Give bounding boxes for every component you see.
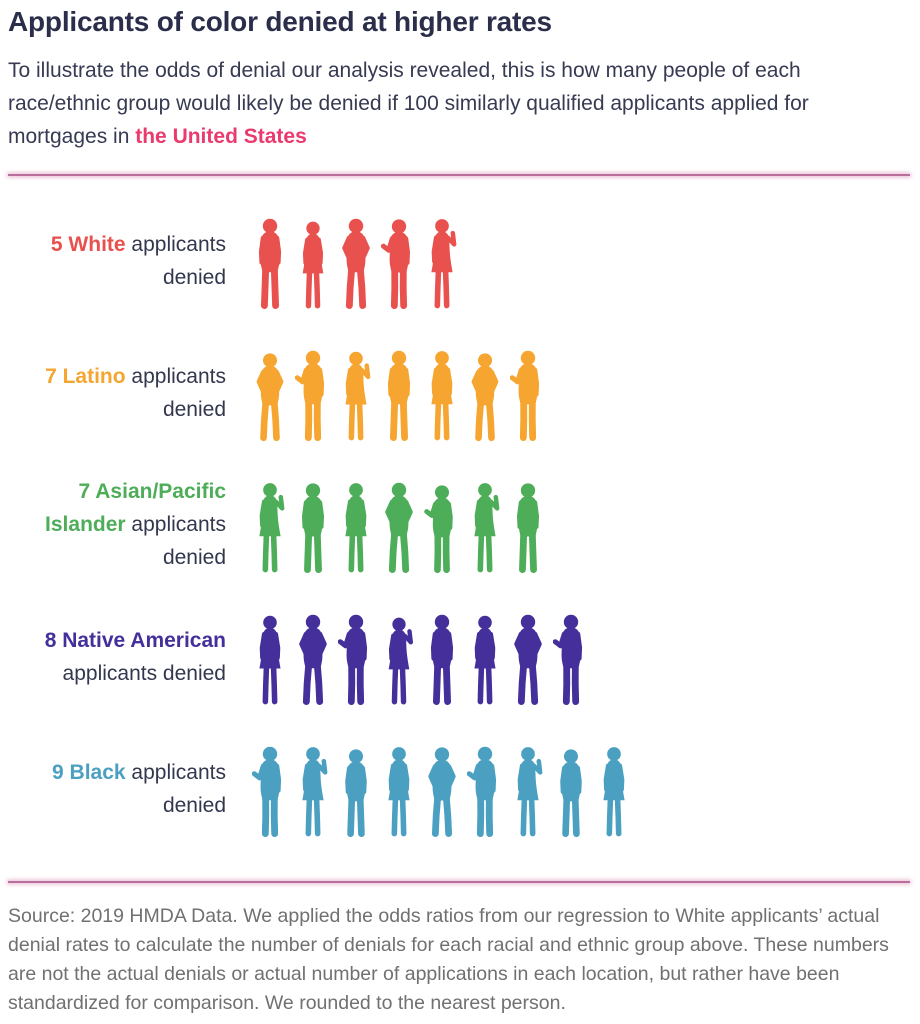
row-label-rest: applicants denied <box>125 364 226 421</box>
row-label-highlight: 7 Asian/Pacific Islander <box>45 480 226 536</box>
person-icon <box>258 218 282 310</box>
source-note: Source: 2019 HMDA Data. We applied the o… <box>8 905 889 1014</box>
person-icon <box>517 483 539 574</box>
row-label-rest: applicants denied <box>125 232 226 289</box>
chart-row-black: 9 Black applicants denied <box>8 738 910 839</box>
row-label: 9 Black applicants denied <box>8 756 226 822</box>
person-icon <box>510 350 540 442</box>
person-icon <box>302 747 328 837</box>
bottom-divider <box>8 881 910 883</box>
person-icon <box>381 219 410 310</box>
person-icon <box>560 749 582 838</box>
figure-group-latino <box>252 342 546 443</box>
subtitle-highlight: the United States <box>135 125 307 148</box>
person-icon <box>428 747 456 838</box>
figure-group-asian-pacific-islander <box>252 474 546 575</box>
chart-row-asian-pacific-islander: 7 Asian/Pacific Islander applicants deni… <box>8 474 910 575</box>
row-label-highlight: 5 White <box>50 232 126 256</box>
person-icon <box>342 218 370 310</box>
figure-group-white <box>252 210 460 311</box>
row-label: 8 Native American applicants denied <box>8 624 226 690</box>
person-icon <box>517 747 543 837</box>
person-icon <box>295 350 325 442</box>
person-icon <box>345 749 367 838</box>
row-label-rest: applicants denied <box>125 513 226 569</box>
subtitle: To illustrate the odds of denial our ana… <box>8 54 908 153</box>
person-icon <box>474 615 496 705</box>
person-icon <box>431 351 453 441</box>
person-icon <box>259 615 281 705</box>
person-icon <box>299 614 327 706</box>
person-icon <box>430 614 454 706</box>
person-icon <box>388 747 410 837</box>
person-icon <box>431 219 457 309</box>
person-icon <box>256 353 284 442</box>
person-icon <box>514 614 542 706</box>
row-label: 7 Asian/Pacific Islander applicants deni… <box>8 475 226 574</box>
person-icon <box>302 221 324 309</box>
person-icon <box>471 353 499 442</box>
pictogram-chart: 5 White applicants denied 7 Latino appli… <box>8 176 910 839</box>
page-title: Applicants of color denied at higher rat… <box>8 6 552 37</box>
person-icon <box>345 483 367 573</box>
person-icon <box>553 614 583 706</box>
person-icon <box>338 614 368 706</box>
row-label: 5 White applicants denied <box>8 228 226 294</box>
person-icon <box>387 350 411 442</box>
subtitle-text: To illustrate the odds of denial our ana… <box>8 59 809 148</box>
row-label-rest: applicants denied <box>62 661 226 685</box>
row-label: 7 Latino applicants denied <box>8 360 226 426</box>
person-icon <box>302 483 324 574</box>
figure-group-native-american <box>252 606 589 707</box>
top-divider <box>8 174 910 176</box>
row-label-rest: applicants denied <box>125 760 226 817</box>
person-icon <box>345 351 371 441</box>
person-icon <box>467 746 497 838</box>
person-icon <box>474 483 500 573</box>
person-icon <box>424 485 453 574</box>
chart-row-latino: 7 Latino applicants denied <box>8 342 910 443</box>
person-icon <box>252 746 282 838</box>
person-icon <box>385 482 413 574</box>
row-label-highlight: 8 Native American <box>44 628 226 652</box>
person-icon <box>388 617 413 705</box>
person-icon <box>603 747 625 837</box>
figure-group-black <box>252 738 632 839</box>
person-icon <box>259 483 285 573</box>
chart-row-native-american: 8 Native American applicants denied <box>8 606 910 707</box>
row-label-highlight: 7 Latino <box>45 364 126 388</box>
chart-row-white: 5 White applicants denied <box>8 210 910 311</box>
row-label-highlight: 9 Black <box>52 760 126 784</box>
